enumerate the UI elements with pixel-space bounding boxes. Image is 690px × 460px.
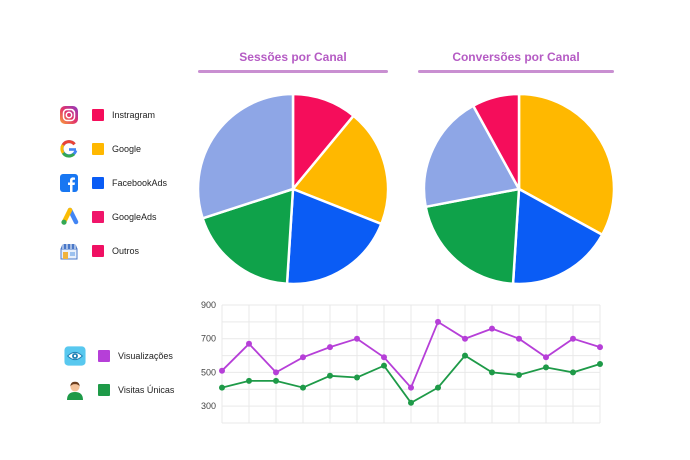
conversions-pie-slice-5 <box>471 92 521 190</box>
series-2-point <box>246 377 252 384</box>
sessions-pie-slice-5 <box>196 92 295 220</box>
legend-item-facebookads: FacebookAds <box>58 172 167 194</box>
legend-label: Instragram <box>112 110 156 120</box>
legend-label: Visitas Únicas <box>118 385 175 395</box>
series-2-point <box>273 377 279 384</box>
legend-swatch <box>92 177 104 189</box>
legend-item-outros: Outros <box>58 240 139 262</box>
series-2-point <box>381 362 387 369</box>
series-2-point <box>327 372 333 379</box>
y-tick-label: 700 <box>201 334 216 344</box>
legend-swatch <box>98 350 110 362</box>
legend-label: FacebookAds <box>112 178 168 188</box>
legend-item-visualizacoes: Visualizações <box>64 345 173 367</box>
series-2-point <box>408 399 414 406</box>
series-1-point <box>543 354 549 361</box>
legend-label: Visualizações <box>118 351 173 361</box>
conversions-pie-slice-4 <box>422 104 521 209</box>
sessions-title-rule <box>198 70 388 73</box>
legend-item-google: Google <box>58 138 141 160</box>
google-ads-icon <box>58 206 80 228</box>
series-2-point <box>516 371 522 378</box>
series-1-point <box>273 369 279 376</box>
series-1-point <box>516 335 522 342</box>
sessions-pie-slice-3 <box>285 187 383 286</box>
conversions-pie-slice-1 <box>517 92 616 237</box>
series-1-point <box>327 344 333 351</box>
instagram-icon <box>58 104 80 126</box>
legend-label: Google <box>112 144 142 154</box>
series-1-point <box>597 344 603 351</box>
series-2-point <box>300 384 306 391</box>
google-icon <box>58 138 80 160</box>
sessions-pie-slice-4 <box>201 187 295 286</box>
facebook-icon <box>58 172 80 194</box>
legend-swatch <box>92 211 104 223</box>
legend-item-visitas-unicas: Visitas Únicas <box>64 379 174 401</box>
series-2-point <box>219 384 225 391</box>
sessions-pie-slice-2 <box>290 114 390 226</box>
legend-swatch <box>92 109 104 121</box>
y-tick-label: 900 <box>201 300 216 310</box>
sessions-chart-title: Sessões por Canal <box>239 50 347 64</box>
series-1-point <box>300 354 306 361</box>
legend-label: GoogleAds <box>112 212 157 222</box>
series-2-point <box>435 384 441 391</box>
series-2-point <box>489 369 495 376</box>
series-2-point <box>462 352 468 359</box>
legend-swatch <box>98 384 110 396</box>
conversions-pie-slice-3 <box>424 187 521 286</box>
series-2-point <box>543 364 549 371</box>
series-1-point <box>489 325 495 332</box>
series-2-point <box>597 361 603 367</box>
legend-swatch <box>92 245 104 257</box>
y-tick-label: 500 <box>201 367 216 377</box>
y-tick-label: 300 <box>201 401 216 411</box>
conversions-chart-title: Conversões por Canal <box>452 50 580 64</box>
legend-label: Outros <box>112 246 140 256</box>
conversions-title-rule <box>418 70 614 73</box>
series-2-point <box>354 374 360 381</box>
conversions-pie-slice-2 <box>511 186 604 286</box>
series-1-point <box>381 354 387 361</box>
legend-swatch <box>92 143 104 155</box>
eye-icon <box>64 345 86 367</box>
legend-item-instagram: Instragram <box>58 104 155 126</box>
series-1-point <box>246 340 252 347</box>
series-1-point <box>408 384 414 391</box>
series-1-point <box>570 335 576 342</box>
legend-item-googleads: GoogleAds <box>58 206 157 228</box>
user-icon <box>64 379 86 401</box>
series-1-point <box>354 335 360 342</box>
store-icon <box>58 240 80 262</box>
series-2-point <box>570 369 576 376</box>
series-1-point <box>435 318 441 325</box>
sessions-pie-slice-1 <box>291 92 356 193</box>
series-1-point <box>219 367 225 374</box>
series-1-point <box>462 335 468 342</box>
